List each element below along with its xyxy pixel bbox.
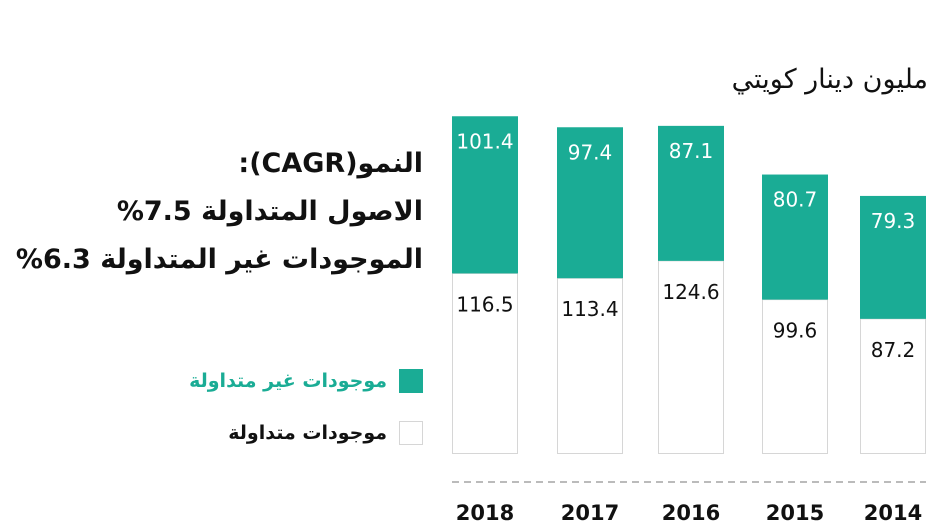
unit-label: مليون دينار كويتي [731, 64, 928, 95]
bar-non-current-2017 [557, 127, 623, 279]
data-label-current-2018: 116.5 [456, 292, 513, 316]
data-label-non-current-2015: 80.7 [773, 188, 818, 212]
cagr-current-assets: الاصول المتداولة 7.5% [116, 196, 423, 227]
bar-current-2015 [762, 299, 828, 454]
legend-label-current: موجودات متداولة [228, 422, 387, 444]
legend-swatch-non-current [399, 369, 423, 393]
legend-item-current: موجودات متداولة [189, 418, 423, 448]
bar-non-current-2015 [762, 174, 828, 300]
data-label-current-2015: 99.6 [773, 319, 818, 343]
x-tick-label-2018: 2018 [456, 501, 514, 525]
data-label-current-2016: 124.6 [662, 280, 719, 304]
chart-legend: موجودات غير متداولة موجودات متداولة [189, 366, 423, 470]
legend-label-non-current: موجودات غير متداولة [189, 370, 387, 392]
bar-non-current-2014 [860, 195, 926, 319]
legend-swatch-current [399, 421, 423, 445]
data-label-current-2014: 87.2 [871, 338, 916, 362]
bar-current-2016 [658, 260, 724, 454]
x-tick-label-2014: 2014 [864, 501, 922, 525]
x-tick-label-2017: 2017 [561, 501, 619, 525]
bar-non-current-2016 [658, 125, 724, 261]
data-label-non-current-2018: 101.4 [456, 129, 513, 153]
data-label-non-current-2014: 79.3 [871, 209, 916, 233]
legend-item-non-current: موجودات غير متداولة [189, 366, 423, 396]
cagr-heading: النمو(CAGR): [238, 148, 423, 179]
data-label-non-current-2016: 87.1 [669, 139, 714, 163]
bar-non-current-2018 [452, 116, 518, 274]
cagr-summary: النمو(CAGR): الاصول المتداولة 7.5% الموج… [16, 140, 423, 284]
x-tick-label-2016: 2016 [662, 501, 720, 525]
bar-current-2018 [452, 272, 518, 454]
bar-current-2017 [557, 277, 623, 455]
data-label-current-2017: 113.4 [561, 297, 618, 321]
data-label-non-current-2017: 97.4 [568, 140, 613, 164]
x-tick-label-2015: 2015 [766, 501, 824, 525]
bar-current-2014 [860, 318, 926, 454]
cagr-non-current-assets: الموجودات غير المتداولة 6.3% [15, 244, 423, 275]
